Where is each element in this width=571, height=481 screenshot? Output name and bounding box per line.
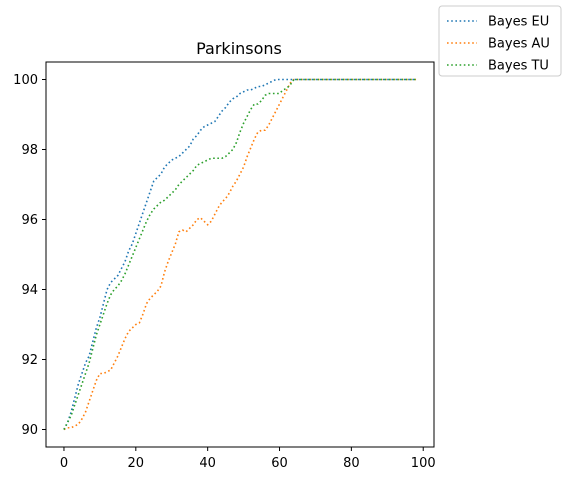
y-axis: 90 92 94 96 98 100 bbox=[13, 73, 46, 438]
x-tick-label: 0 bbox=[60, 456, 68, 471]
y-tick-label: 100 bbox=[13, 73, 38, 88]
legend: Bayes EU Bayes AU Bayes TU bbox=[438, 5, 562, 77]
x-tick-label: 60 bbox=[271, 456, 288, 471]
plot-frame bbox=[45, 61, 435, 448]
x-tick-label: 40 bbox=[199, 456, 216, 471]
x-tick-label: 80 bbox=[343, 456, 360, 471]
x-tick-label: 20 bbox=[128, 456, 145, 471]
y-tick-label: 96 bbox=[21, 213, 38, 228]
legend-label-3: Bayes TU bbox=[488, 59, 549, 74]
y-tick-label: 92 bbox=[21, 353, 38, 368]
series-layer bbox=[63, 78, 417, 431]
legend-label-2: Bayes AU bbox=[488, 37, 550, 52]
y-tick-label: 90 bbox=[21, 423, 38, 438]
series-line-3 bbox=[63, 78, 417, 430]
legend-label-1: Bayes EU bbox=[488, 15, 549, 30]
series-line-1 bbox=[63, 78, 417, 430]
y-tick-label: 98 bbox=[21, 143, 38, 158]
chart-title: Parkinsons bbox=[196, 39, 282, 58]
x-tick-label: 100 bbox=[411, 456, 436, 471]
y-tick-label: 94 bbox=[21, 283, 38, 298]
x-axis: 0 20 40 60 80 100 bbox=[60, 447, 436, 471]
series-line-2 bbox=[63, 78, 417, 431]
legend-frame bbox=[438, 5, 562, 77]
